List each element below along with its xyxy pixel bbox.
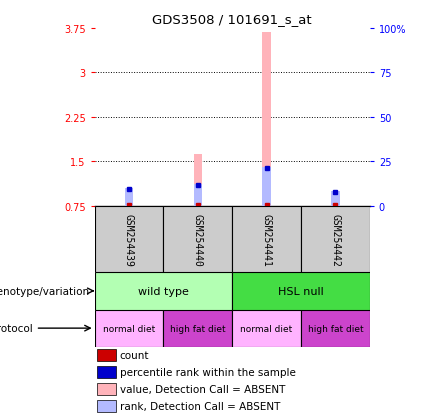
- Bar: [301, 206, 370, 273]
- Bar: [232, 310, 301, 347]
- Text: count: count: [120, 350, 149, 360]
- Text: rank, Detection Call = ABSENT: rank, Detection Call = ABSENT: [120, 401, 280, 411]
- Bar: [97, 366, 116, 378]
- Bar: [163, 206, 232, 273]
- Bar: [125, 189, 133, 206]
- Text: GSM254442: GSM254442: [330, 213, 341, 266]
- Bar: [232, 206, 301, 273]
- Text: percentile rank within the sample: percentile rank within the sample: [120, 367, 295, 377]
- Bar: [262, 33, 271, 206]
- Text: wild type: wild type: [138, 286, 189, 296]
- Bar: [97, 401, 116, 412]
- Bar: [331, 192, 340, 206]
- Bar: [97, 349, 116, 361]
- Text: GSM254440: GSM254440: [193, 213, 203, 266]
- Bar: [95, 273, 232, 310]
- Bar: [194, 154, 202, 206]
- Text: GSM254441: GSM254441: [261, 213, 272, 266]
- Text: normal diet: normal diet: [103, 324, 155, 333]
- Text: genotype/variation: genotype/variation: [0, 286, 93, 296]
- Bar: [95, 206, 163, 273]
- Text: high fat diet: high fat diet: [170, 324, 226, 333]
- Bar: [97, 383, 116, 395]
- Bar: [125, 189, 133, 206]
- Bar: [163, 310, 232, 347]
- Text: protocol: protocol: [0, 323, 90, 333]
- Text: value, Detection Call = ABSENT: value, Detection Call = ABSENT: [120, 384, 285, 394]
- Bar: [301, 310, 370, 347]
- Bar: [331, 192, 340, 206]
- Text: HSL null: HSL null: [278, 286, 324, 296]
- Text: high fat diet: high fat diet: [307, 324, 363, 333]
- Text: normal diet: normal diet: [240, 324, 293, 333]
- Bar: [95, 310, 163, 347]
- Bar: [232, 273, 370, 310]
- Bar: [194, 185, 202, 206]
- Bar: [262, 168, 271, 206]
- Title: GDS3508 / 101691_s_at: GDS3508 / 101691_s_at: [152, 13, 312, 26]
- Text: GSM254439: GSM254439: [124, 213, 134, 266]
